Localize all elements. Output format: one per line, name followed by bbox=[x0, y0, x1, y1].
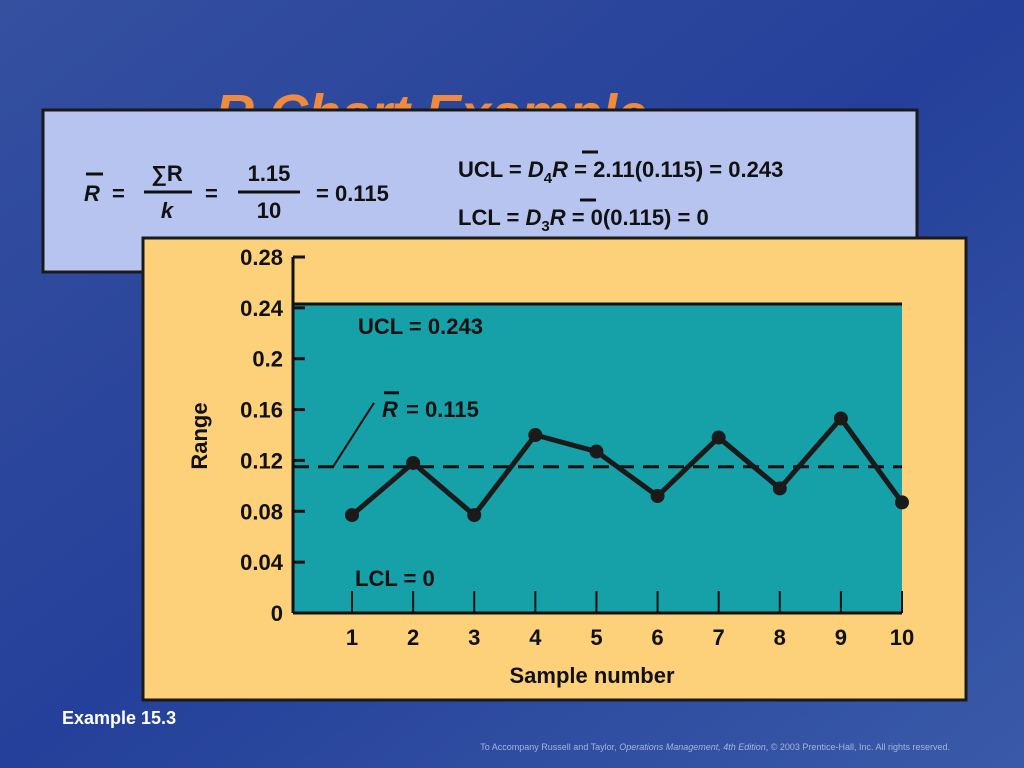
formula-part: UCL = bbox=[458, 157, 528, 182]
y-tick-label: 0.24 bbox=[240, 296, 284, 321]
data-point bbox=[406, 455, 421, 470]
example-label: Example 15.3 bbox=[62, 708, 176, 728]
ucl-label: UCL = 0.243 bbox=[358, 314, 483, 339]
x-tick-label: 8 bbox=[774, 625, 786, 650]
formula-part: LCL = bbox=[458, 205, 525, 230]
data-line bbox=[350, 415, 905, 518]
footer: To Accompany Russell and Taylor, Operati… bbox=[480, 742, 950, 752]
data-point bbox=[711, 430, 726, 445]
formula-text: = bbox=[205, 181, 218, 206]
formula-text: = bbox=[112, 181, 125, 206]
formula-text: ∑R bbox=[151, 161, 183, 186]
data-point bbox=[528, 428, 543, 442]
formula: R = ∑R k = 1.15 10 = 0.115 UCL = D4R = 2… bbox=[84, 150, 783, 235]
footer-part: To Accompany Russell and Taylor, bbox=[480, 742, 619, 752]
footer-part: , © 2003 Prentice-Hall, Inc. All rights … bbox=[766, 742, 950, 752]
x-tick-label: 6 bbox=[651, 625, 663, 650]
lcl-label: LCL = 0 bbox=[355, 566, 435, 591]
x-tick-label: 4 bbox=[529, 625, 542, 650]
formula-text: 10 bbox=[257, 198, 281, 223]
x-tick-label: 9 bbox=[835, 625, 847, 650]
y-tick-label: 0.08 bbox=[240, 499, 283, 524]
formula-part: = 2.11(0.115) = 0.243 bbox=[568, 157, 783, 182]
formula-part: 4 bbox=[544, 170, 553, 187]
formula-part: R bbox=[552, 157, 568, 182]
formula-text: 1.15 bbox=[248, 161, 291, 186]
formula-text: = 0.115 bbox=[316, 181, 389, 206]
formula-part: R bbox=[550, 205, 566, 230]
y-tick-label: 0.12 bbox=[240, 448, 283, 473]
x-tick-label: 7 bbox=[713, 625, 725, 650]
formula-part: D bbox=[525, 205, 541, 230]
footer-part: Operations Management, 4th Edition bbox=[619, 742, 766, 752]
x-axis-label: Sample number bbox=[509, 663, 674, 688]
x-tick-label: 1 bbox=[346, 625, 358, 650]
y-tick-label: 0.28 bbox=[240, 245, 283, 270]
formula-text: LCL = D3R = 0(0.115) = 0 bbox=[458, 205, 709, 235]
x-tick-label: 2 bbox=[407, 625, 419, 650]
data-point bbox=[345, 508, 359, 523]
x-tick-label: 10 bbox=[890, 625, 914, 650]
formula-part: D bbox=[528, 157, 544, 182]
formula-part: = 0(0.115) = 0 bbox=[566, 205, 709, 230]
formula-part: 3 bbox=[541, 218, 549, 235]
data-point bbox=[895, 495, 909, 510]
formula-text: R bbox=[84, 181, 100, 206]
data-point bbox=[650, 489, 665, 504]
formula-text: k bbox=[161, 198, 175, 223]
leader-line bbox=[332, 402, 375, 468]
y-tick-label: 0.04 bbox=[240, 550, 284, 575]
y-tick-label: 0.2 bbox=[252, 347, 283, 372]
x-tick-label: 3 bbox=[468, 625, 480, 650]
center-label: = 0.115 bbox=[406, 397, 479, 422]
data-point bbox=[589, 444, 604, 459]
y-axis-label: Range bbox=[187, 402, 212, 469]
plot: UCL = 0.243 LCL = 0 R = 0.115 0 0.04 0.08 0.12 0… bbox=[187, 245, 914, 688]
data-point bbox=[467, 508, 482, 523]
y-tick-label: 0 bbox=[271, 601, 283, 626]
y-tick-label: 0.16 bbox=[240, 398, 283, 423]
center-symbol: R bbox=[382, 397, 398, 422]
control-region bbox=[293, 304, 902, 613]
x-tick-label: 5 bbox=[590, 625, 602, 650]
data-point bbox=[833, 411, 848, 426]
data-point bbox=[772, 481, 787, 496]
formula-text: UCL = D4R = 2.11(0.115) = 0.243 bbox=[458, 157, 783, 187]
